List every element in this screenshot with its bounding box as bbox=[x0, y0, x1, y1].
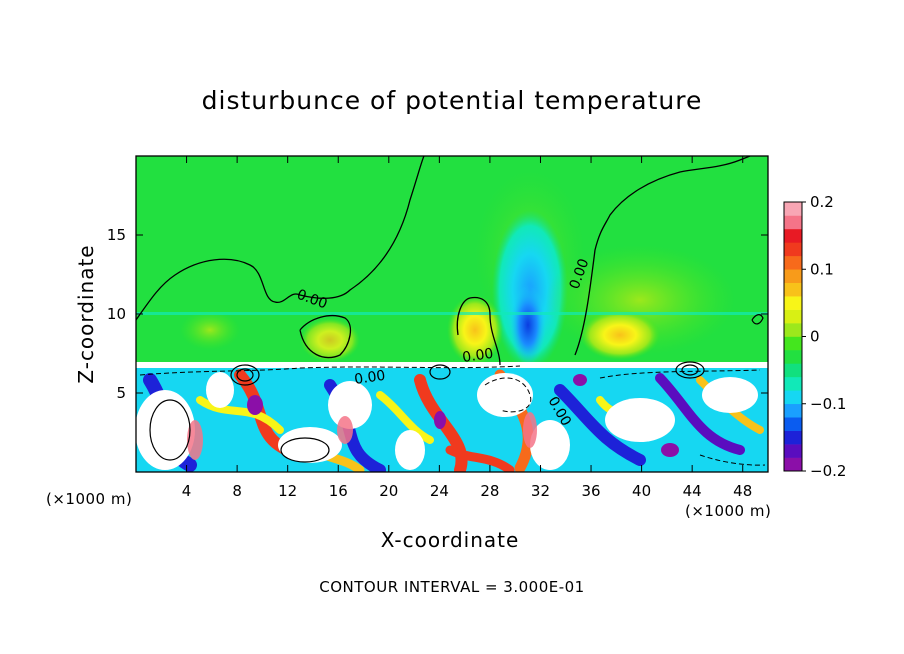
colorbar-segment bbox=[784, 215, 802, 230]
colorbar-segment bbox=[784, 376, 802, 391]
colorbar-segment bbox=[784, 228, 802, 243]
y-axis-label: Z-coordinate bbox=[74, 244, 98, 384]
colorbar-segment bbox=[784, 417, 802, 431]
colorbar: 0.2 0.1 0 −0.1 −0.2 bbox=[783, 193, 846, 480]
colorbar-tick-label: −0.1 bbox=[810, 395, 846, 413]
y-axis: 5 10 15 bbox=[107, 226, 768, 402]
x-tick-label: 28 bbox=[480, 482, 499, 500]
x-tick-label: 40 bbox=[632, 482, 651, 500]
colorbar-segment bbox=[784, 363, 802, 378]
colorbar-segment bbox=[784, 336, 802, 351]
x-axis-label: X-coordinate bbox=[380, 528, 520, 552]
x-tick-label: 20 bbox=[379, 482, 398, 500]
colorbar-tick-label: −0.2 bbox=[810, 462, 846, 480]
colorbar-tick-label: 0.2 bbox=[810, 193, 834, 211]
contour-label: 0.00 bbox=[353, 368, 386, 388]
colorbar-segment bbox=[784, 323, 802, 337]
colorbar-segment bbox=[784, 457, 802, 472]
x-tick-label: 4 bbox=[182, 482, 192, 500]
x-tick-label: 48 bbox=[733, 482, 752, 500]
colorbar-segment bbox=[784, 390, 802, 405]
colorbar-segment bbox=[784, 444, 802, 458]
heatmap-field bbox=[136, 156, 768, 472]
colorbar-segment bbox=[784, 269, 802, 283]
colorbar-segment bbox=[784, 296, 802, 310]
x-units-label-right: (×1000 m) bbox=[685, 502, 772, 520]
colorbar-segment bbox=[784, 282, 802, 297]
x-units-label-left: (×1000 m) bbox=[46, 490, 133, 508]
x-tick-label: 24 bbox=[430, 482, 449, 500]
x-tick-label: 32 bbox=[531, 482, 550, 500]
colorbar-segment bbox=[784, 255, 802, 270]
colorbar-segment bbox=[784, 309, 802, 324]
x-tick-label: 36 bbox=[581, 482, 600, 500]
y-tick-label: 15 bbox=[107, 226, 126, 244]
colorbar-tick-label: 0 bbox=[810, 328, 820, 346]
x-axis: 4 8 12 16 20 24 28 32 36 40 44 48 bbox=[182, 156, 752, 500]
contour-interval-note: CONTOUR INTERVAL = 3.000E-01 bbox=[319, 578, 585, 596]
colorbar-segment bbox=[784, 403, 802, 418]
y-tick-label: 10 bbox=[107, 305, 126, 323]
x-tick-label: 16 bbox=[329, 482, 348, 500]
x-tick-label: 12 bbox=[278, 482, 297, 500]
colorbar-segment bbox=[784, 242, 802, 257]
colorbar-segment bbox=[784, 430, 802, 445]
y-tick-label: 5 bbox=[116, 384, 126, 402]
colorbar-tick-label: 0.1 bbox=[810, 260, 834, 278]
contour-label: 0.00 bbox=[461, 346, 494, 366]
x-tick-label: 8 bbox=[232, 482, 242, 500]
chart-title: disturbunce of potential temperature bbox=[201, 86, 703, 115]
colorbar-segment bbox=[784, 349, 802, 364]
x-tick-label: 44 bbox=[683, 482, 702, 500]
colorbar-segment bbox=[784, 202, 802, 216]
